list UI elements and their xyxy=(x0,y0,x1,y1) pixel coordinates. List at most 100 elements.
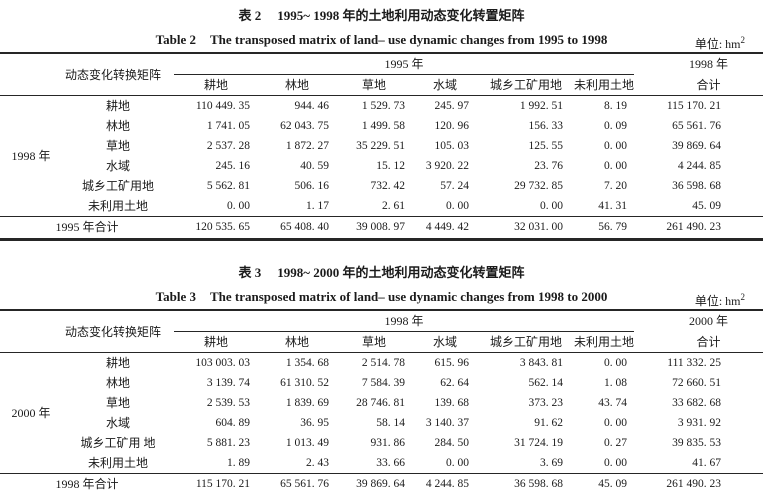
unit-exponent: 2 xyxy=(740,292,746,302)
row-label: 草地 xyxy=(106,139,131,153)
table3-section: 表 3 1998~ 2000 年的土地利用动态变化转置矩阵 Table 3 The … xyxy=(0,261,763,492)
value-cell: 5 881. 23 xyxy=(206,437,251,449)
header-row-1: 动态变化转换矩阵 1998 年 2000 年 xyxy=(0,310,763,353)
total-value-cell: 261 490. 23 xyxy=(634,473,763,492)
value-cell: 31 724. 19 xyxy=(514,437,564,449)
table-row: 水域 245. 16 40. 59 15. 12 3 920. 22 23. 7… xyxy=(0,156,763,176)
total-label-cell: 合计 xyxy=(634,331,763,353)
col-header-forest: 林地 xyxy=(258,331,337,353)
value-cell: 8. 19 xyxy=(604,100,628,112)
total-label-cell: 合计 xyxy=(634,74,763,96)
value-cell: 120. 96 xyxy=(434,120,470,132)
value-cell: 0. 00 xyxy=(604,417,628,429)
total-value-cell: 36 598. 68 xyxy=(478,473,575,492)
table-row: 城乡工矿用 地 5 881. 23 1 013. 49 931. 86 284.… xyxy=(0,433,763,453)
row-label: 林地 xyxy=(106,376,131,390)
value-cell: 0. 00 xyxy=(446,457,470,469)
value-cell: 7. 20 xyxy=(604,180,628,192)
value-cell: 732. 42 xyxy=(370,180,406,192)
value-cell: 0. 27 xyxy=(604,437,628,449)
value-cell: 615. 96 xyxy=(434,357,470,369)
col-header-cropland: 耕地 xyxy=(174,331,259,353)
value-cell: 62. 64 xyxy=(440,377,470,389)
row-group-year-cell: 2000 年 xyxy=(11,406,51,420)
value-cell: 3 843. 81 xyxy=(519,357,564,369)
row-label: 未利用土地 xyxy=(88,456,149,470)
total-value-cell: 65 561. 76 xyxy=(258,473,337,492)
totals-row-label: 1995 年合计 xyxy=(0,216,175,240)
value-cell: 4 244. 85 xyxy=(677,160,722,172)
value-cell: 39 835. 53 xyxy=(672,437,722,449)
col-header-forest: 林地 xyxy=(258,74,337,96)
unit-label: 单位: hm2 xyxy=(695,28,745,56)
value-cell: 1. 17 xyxy=(306,200,330,212)
total-value-cell: 115 170. 21 xyxy=(174,473,259,492)
value-cell: 7 584. 39 xyxy=(361,377,406,389)
table-row: 未利用土地 0. 00 1. 17 2. 61 0. 00 0. 00 41. … xyxy=(0,196,763,217)
table-row: 林地 1 741. 05 62 043. 75 1 499. 58 120. 9… xyxy=(0,116,763,136)
row-label: 城乡工矿用 地 xyxy=(80,436,156,450)
table3-caption-en: The transposed matrix of land– use dynam… xyxy=(209,289,608,304)
table-row: 草地 2 537. 28 1 872. 27 35 229. 51 105. 0… xyxy=(0,136,763,156)
span-year-cell: 1998 年 xyxy=(174,310,635,332)
value-cell: 284. 50 xyxy=(434,437,470,449)
value-cell: 0. 00 xyxy=(540,200,564,212)
value-cell: 72 660. 51 xyxy=(672,377,722,389)
row-label: 耕地 xyxy=(106,99,131,113)
value-cell: 58. 14 xyxy=(376,417,406,429)
value-cell: 245. 97 xyxy=(434,100,470,112)
value-cell: 125. 55 xyxy=(528,140,564,152)
value-cell: 23. 76 xyxy=(534,160,564,172)
table2-number-en: Table 2 xyxy=(155,32,196,47)
value-cell: 156. 33 xyxy=(528,120,564,132)
totals-row: 1995 年合计 120 535. 65 65 408. 40 39 008. … xyxy=(0,216,763,240)
value-cell: 57. 24 xyxy=(440,180,470,192)
value-cell: 105. 03 xyxy=(434,140,470,152)
value-cell: 1 354. 68 xyxy=(285,357,330,369)
unit-text: 单位: hm xyxy=(694,37,741,51)
row-label: 水域 xyxy=(106,416,131,430)
table2-section: 表 2 1995~ 1998 年的土地利用动态变化转置矩阵 Table 2 The … xyxy=(0,0,763,241)
table-row: 1998 年 耕地 110 449. 35 944. 46 1 529. 73 … xyxy=(0,96,763,163)
value-cell: 5 562. 81 xyxy=(206,180,251,192)
total-value-cell: 32 031. 00 xyxy=(478,216,575,240)
land-use-matrix-table-3: 动态变化转换矩阵 1998 年 2000 年 耕地 林地 草地 水域 城乡工矿用… xyxy=(0,309,763,492)
value-cell: 29 732. 85 xyxy=(514,180,564,192)
value-cell: 2. 61 xyxy=(382,200,406,212)
total-value-cell: 120 535. 65 xyxy=(174,216,259,240)
value-cell: 506. 16 xyxy=(294,180,330,192)
value-cell: 111 332. 25 xyxy=(667,357,722,369)
value-cell: 3 139. 74 xyxy=(206,377,251,389)
header-row-2: 耕地 林地 草地 水域 城乡工矿用地 未利用土地 合计 xyxy=(0,331,763,353)
header-row-2: 耕地 林地 草地 水域 城乡工矿用地 未利用土地 合计 xyxy=(0,74,763,96)
total-value-cell: 261 490. 23 xyxy=(634,216,763,240)
row-label: 耕地 xyxy=(106,356,131,370)
value-cell: 0. 09 xyxy=(604,120,628,132)
total-value-cell: 4 244. 85 xyxy=(412,473,479,492)
value-cell: 1 839. 69 xyxy=(285,397,330,409)
col-header-unused: 未利用土地 xyxy=(574,74,635,96)
value-cell: 1. 89 xyxy=(227,457,251,469)
value-cell: 1 499. 58 xyxy=(361,120,406,132)
value-cell: 373. 23 xyxy=(528,397,564,409)
value-cell: 3 140. 37 xyxy=(425,417,470,429)
value-cell: 36 598. 68 xyxy=(672,180,722,192)
value-cell: 115 170. 21 xyxy=(666,100,722,112)
total-value-cell: 56. 79 xyxy=(574,216,635,240)
table2-number-zh: 表 2 xyxy=(238,8,262,23)
value-cell: 1. 08 xyxy=(604,377,628,389)
col-header-urban: 城乡工矿用地 xyxy=(478,331,575,353)
table2-title-en-row: Table 2 The transposed matrix of land– us… xyxy=(0,28,763,52)
col-header-urban: 城乡工矿用地 xyxy=(478,74,575,96)
value-cell: 65 561. 76 xyxy=(672,120,722,132)
unit-text: 单位: hm xyxy=(694,294,741,308)
totals-row: 1998 年合计 115 170. 21 65 561. 76 39 869. … xyxy=(0,473,763,492)
value-cell: 36. 95 xyxy=(300,417,330,429)
row-group-year-cell: 1998 年 xyxy=(11,149,51,163)
value-cell: 1 529. 73 xyxy=(361,100,406,112)
value-cell: 0. 00 xyxy=(604,457,628,469)
stub-header-cell: 动态变化转换矩阵 xyxy=(0,310,175,353)
value-cell: 3 920. 22 xyxy=(425,160,470,172)
value-cell: 2 539. 53 xyxy=(206,397,251,409)
value-cell: 35 229. 51 xyxy=(356,140,406,152)
